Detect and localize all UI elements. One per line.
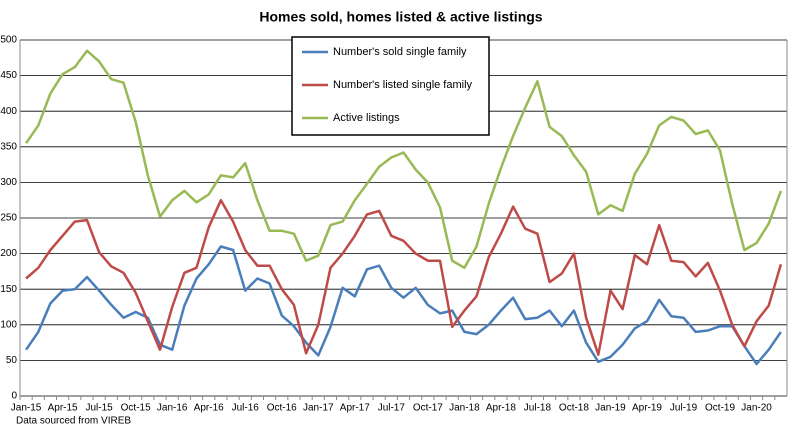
x-tick-label: Jul-17 <box>378 403 406 414</box>
x-tick-label: Jan-20 <box>741 403 772 414</box>
legend-label: Number's listed single family <box>333 79 473 91</box>
legend-label: Number's sold single family <box>333 46 467 58</box>
legend-label: Active listings <box>333 112 400 124</box>
x-tick-label: Jan-17 <box>303 403 334 414</box>
y-tick-label: 450 <box>0 70 17 81</box>
x-tick-label: Jul-19 <box>670 403 698 414</box>
y-tick-label: 100 <box>0 319 17 330</box>
series-line <box>25 198 783 356</box>
y-tick-label: 50 <box>6 355 18 366</box>
x-tick-label: Apr-15 <box>48 403 78 414</box>
x-tick-label: Jan-18 <box>449 403 480 414</box>
y-tick-label: 150 <box>0 284 17 295</box>
x-tick-label: Oct-18 <box>559 403 589 414</box>
x-tick-label: Oct-16 <box>267 403 297 414</box>
x-tick-label: Oct-19 <box>705 403 735 414</box>
x-tick-label: Jul-16 <box>232 403 260 414</box>
x-tick-label: Jul-15 <box>86 403 114 414</box>
y-tick-label: 200 <box>0 248 17 259</box>
series-line <box>25 49 783 270</box>
x-tick-label: Oct-15 <box>121 403 151 414</box>
x-tick-label: Jul-18 <box>524 403 552 414</box>
x-tick-label: Jan-19 <box>595 403 626 414</box>
x-tick-label: Apr-18 <box>486 403 516 414</box>
series-line <box>25 245 782 366</box>
x-tick-label: Jan-16 <box>157 403 188 414</box>
y-tick-label: 250 <box>0 213 17 224</box>
source-note: Data sourced from VIREB <box>16 416 131 427</box>
x-tick-label: Apr-17 <box>340 403 370 414</box>
x-tick-label: Jan-15 <box>11 403 42 414</box>
y-tick-label: 400 <box>0 106 17 117</box>
y-tick-label: 500 <box>0 35 17 46</box>
x-tick-label: Apr-16 <box>194 403 224 414</box>
y-tick-label: 350 <box>0 141 17 152</box>
y-tick-label: 0 <box>11 391 17 402</box>
x-tick-label: Oct-17 <box>413 403 443 414</box>
y-tick-label: 300 <box>0 177 17 188</box>
x-tick-label: Apr-19 <box>632 403 662 414</box>
chart-title: Homes sold, homes listed & active listin… <box>259 9 542 25</box>
